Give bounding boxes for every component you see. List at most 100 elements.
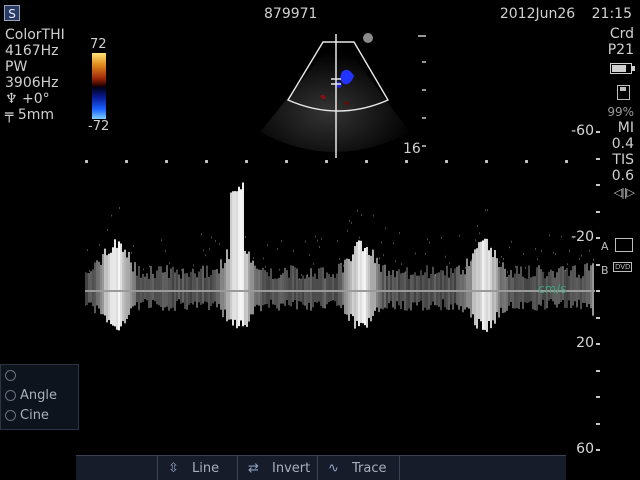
spectral-speckle — [405, 271, 406, 274]
disk-percent: 99% — [607, 105, 634, 119]
color-mode-label: ColorTHI — [5, 27, 65, 43]
spectral-speckle — [475, 239, 476, 242]
scale-tick — [596, 290, 600, 292]
timing-dot — [125, 160, 128, 163]
spectral-speckle — [535, 247, 536, 250]
toolbar-slot-empty[interactable] — [76, 456, 158, 480]
trace-icon: ∿ — [328, 461, 339, 476]
spectral-speckle — [499, 261, 500, 264]
timing-dot — [205, 160, 208, 163]
spectral-speckle — [99, 243, 100, 246]
sector-image — [260, 33, 426, 158]
spectral-speckle — [485, 209, 486, 212]
toolbar-slot-empty[interactable] — [400, 456, 566, 480]
toolbar-trace-button[interactable]: ∿ Trace — [318, 456, 400, 480]
line-icon: ⇳ — [168, 461, 179, 476]
spectral-speckle — [361, 214, 362, 217]
scale-tick — [596, 237, 600, 239]
toolbar-line-button[interactable]: ⇳ Line — [158, 456, 238, 480]
bottom-toolbar: ⇳ Line ⇄ Invert ∿ Trace — [76, 455, 566, 480]
right-panel: Crd P21 99% MI 0.4 TIS 0.6 ◁||▷ — [590, 27, 635, 201]
doppler-mode-label: PW — [5, 59, 28, 75]
flow-blue — [340, 69, 354, 85]
spectral-speckle — [573, 236, 574, 239]
spectral-speckle — [119, 207, 120, 210]
mi-value: 0.4 — [611, 136, 634, 152]
scale-tick — [596, 422, 600, 425]
color-frequency-label: 4167Hz — [5, 43, 59, 59]
orientation-marker-icon — [363, 33, 373, 43]
date-label: 2012Jun26 — [499, 6, 576, 22]
spectral-speckle — [219, 243, 220, 246]
toolbar-line-label: Line — [192, 461, 220, 476]
spectral-speckle — [471, 259, 472, 262]
control-panel: Angle Cine — [0, 364, 79, 430]
spectral-speckle — [267, 244, 268, 247]
invert-icon: ⇄ — [248, 461, 259, 476]
spectral-speckle — [89, 269, 90, 272]
control-item-angle[interactable]: Angle — [1, 385, 78, 405]
spectral-speckle — [165, 250, 166, 253]
control-label: Cine — [20, 407, 49, 423]
spectral-speckle — [305, 240, 306, 243]
spectral-speckle — [209, 248, 210, 251]
doppler-spectrum — [85, 160, 595, 332]
spectral-speckle — [415, 252, 416, 255]
spectral-speckle — [149, 265, 150, 268]
spectral-speckle — [567, 263, 568, 266]
spectral-speckle — [465, 266, 466, 269]
scale-tick — [596, 210, 600, 213]
spectral-speckle — [555, 252, 556, 255]
spectral-speckle — [509, 246, 510, 249]
spectral-speckle — [201, 233, 202, 236]
control-item-cine[interactable]: Cine — [1, 405, 78, 425]
scale-tick — [596, 396, 600, 398]
color-box — [286, 41, 390, 112]
spectral-speckle — [321, 237, 322, 240]
timing-dot — [85, 160, 88, 163]
printer-icon — [615, 238, 633, 252]
spectral-speckle — [511, 240, 512, 243]
spectral-speckle — [111, 214, 112, 217]
tis-value: 0.6 — [611, 168, 634, 184]
spectral-speckle — [359, 236, 360, 239]
spectral-speckle — [279, 268, 280, 271]
spectral-speckle — [589, 249, 590, 252]
spectral-speckle — [373, 214, 374, 217]
spectral-speckle — [503, 258, 504, 261]
spectral-speckle — [429, 241, 430, 244]
spectral-speckle — [349, 219, 350, 222]
spectral-speckle — [515, 265, 516, 268]
toolbar-invert-button[interactable]: ⇄ Invert — [238, 456, 318, 480]
scale-label: 60 — [576, 441, 594, 457]
spectral-speckle — [487, 209, 488, 212]
toolbar-invert-label: Invert — [272, 461, 311, 476]
probe-logo-icon[interactable]: S — [4, 5, 20, 21]
timing-dot — [405, 160, 408, 163]
print-b-label: B — [601, 264, 609, 277]
spectral-speckle — [343, 264, 344, 267]
control-item-blank[interactable] — [1, 365, 78, 385]
spectral-speckle — [313, 262, 314, 265]
spectral-speckle — [399, 232, 400, 235]
left-right-arrows-icon[interactable]: ◁||▷ — [613, 186, 635, 199]
flow-red-2 — [344, 101, 349, 106]
spectral-speckle — [309, 253, 310, 256]
spectral-speckle — [131, 251, 132, 254]
spectral-speckle — [301, 273, 302, 276]
spectral-speckle — [253, 257, 254, 260]
spectral-speckle — [337, 239, 338, 242]
units-label: cm/s — [538, 282, 567, 296]
scale-tick — [596, 263, 600, 266]
spectral-speckle — [479, 232, 480, 235]
gate-value: 5mm — [17, 107, 55, 123]
spectral-speckle — [501, 255, 502, 258]
spectral-speckle — [169, 262, 170, 265]
spectral-speckle — [357, 209, 358, 212]
pw-frequency-label: 3906Hz — [5, 75, 59, 91]
scale-label: -60 — [571, 123, 594, 139]
battery-icon — [610, 63, 635, 74]
color-bar-min: -72 — [88, 119, 110, 134]
angle-value: +0° — [22, 91, 50, 107]
